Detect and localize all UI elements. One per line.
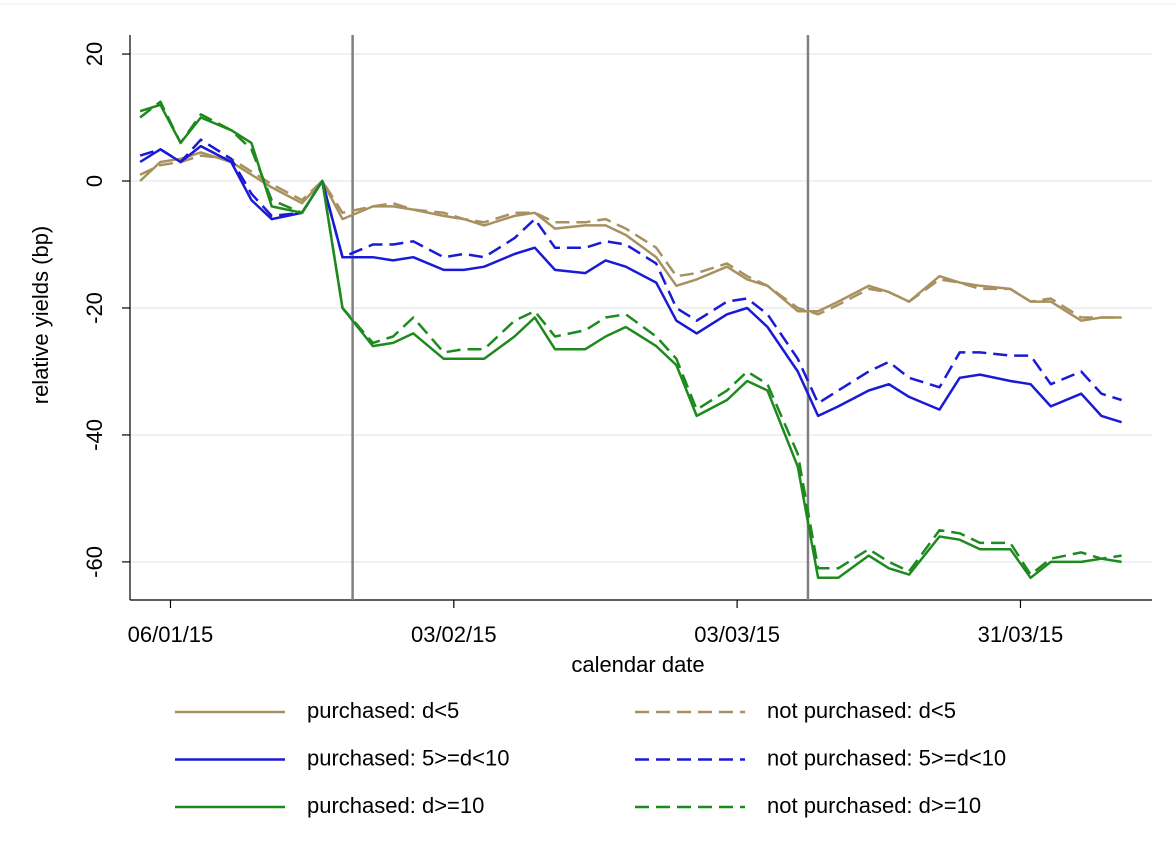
legend-label: not purchased: 5>=d<10 — [767, 745, 1006, 770]
y-tick-label: -60 — [82, 546, 107, 578]
series-line — [139, 151, 1122, 322]
x-tick-label: 03/02/15 — [411, 622, 497, 647]
x-tick-label: 03/03/15 — [694, 622, 780, 647]
y-tick-label: -20 — [82, 292, 107, 324]
series-line — [139, 100, 1122, 576]
x-tick-label: 31/03/15 — [978, 622, 1064, 647]
series-line — [139, 138, 1122, 405]
x-tick-label: 06/01/15 — [128, 622, 214, 647]
legend-label: purchased: d>=10 — [307, 793, 484, 818]
x-axis-label: calendar date — [571, 652, 704, 677]
legend-label: purchased: 5>=d<10 — [307, 745, 509, 770]
y-axis-label: relative yields (bp) — [28, 226, 53, 405]
legend-label: purchased: d<5 — [307, 698, 459, 723]
y-tick-label: 20 — [82, 42, 107, 66]
series-line — [139, 103, 1122, 580]
legend-label: not purchased: d<5 — [767, 698, 956, 723]
y-tick-label: -40 — [82, 419, 107, 451]
y-tick-label: 0 — [82, 175, 107, 187]
series-line — [139, 154, 1122, 319]
legend-label: not purchased: d>=10 — [767, 793, 981, 818]
